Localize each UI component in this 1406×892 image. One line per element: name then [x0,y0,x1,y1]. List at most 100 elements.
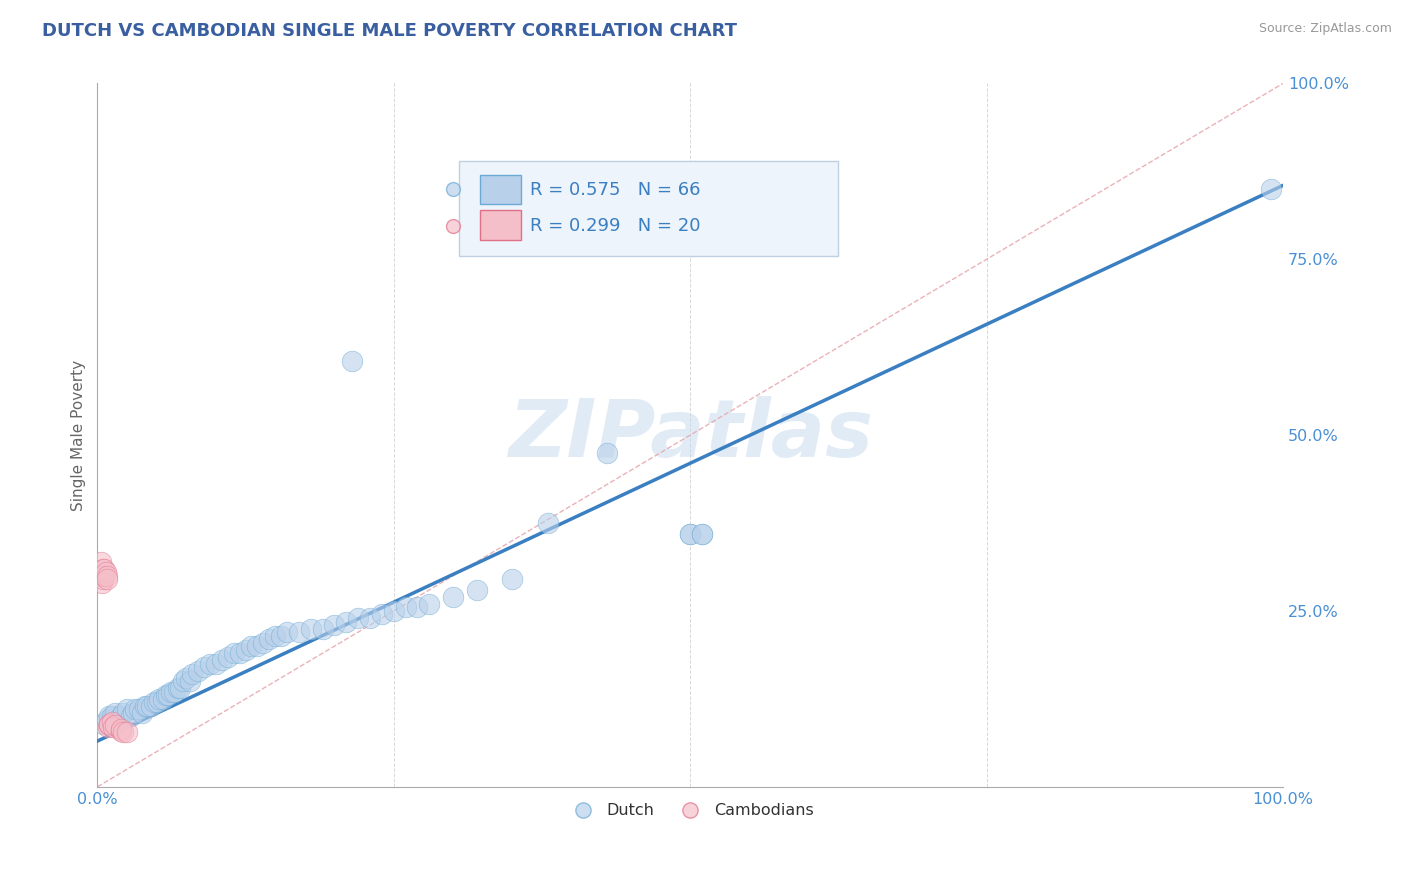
Point [323,618,346,632]
Point [98,716,121,731]
Point [139,698,162,713]
Point [240,639,263,653]
Point [264,629,287,643]
Point [93,569,115,583]
Point [91,562,114,576]
Point [205,657,228,671]
Point [252,635,274,649]
FancyBboxPatch shape [481,210,520,240]
Point [91,716,114,731]
Point [406,600,429,615]
Point [690,526,713,541]
Point [107,713,129,727]
FancyBboxPatch shape [481,175,520,204]
Point [441,590,464,604]
Point [299,622,322,636]
Point [124,702,146,716]
Point [136,698,159,713]
Point [98,709,121,723]
Point [101,720,124,734]
Text: Source: ZipAtlas.com: Source: ZipAtlas.com [1258,22,1392,36]
Point [288,625,311,640]
Point [193,660,215,674]
Point [276,625,298,640]
Point [110,722,132,736]
Point [359,611,381,625]
Point [235,642,257,657]
Point [181,667,204,681]
Point [110,723,132,738]
Point [148,692,170,706]
Point [97,720,120,734]
Point [157,689,180,703]
Y-axis label: Single Male Poverty: Single Male Poverty [72,359,86,511]
Text: ZIPatlas: ZIPatlas [508,396,873,475]
Point [93,562,115,576]
Point [347,611,370,625]
Text: DUTCH VS CAMBODIAN SINGLE MALE POVERTY CORRELATION CHART: DUTCH VS CAMBODIAN SINGLE MALE POVERTY C… [42,22,737,40]
Point [679,526,702,541]
Point [100,709,122,723]
Point [115,725,138,739]
Point [228,646,250,660]
Point [501,572,523,586]
FancyBboxPatch shape [458,161,838,256]
Text: R = 0.299   N = 20: R = 0.299 N = 20 [530,217,700,235]
Point [169,681,191,696]
Point [131,706,153,720]
Point [259,632,281,646]
Point [115,702,138,716]
Point [1260,182,1282,196]
Point [679,526,702,541]
Point [167,681,190,696]
Point [100,715,122,730]
Text: R = 0.575   N = 66: R = 0.575 N = 66 [530,181,700,199]
Point [394,600,416,615]
Point [222,646,245,660]
Point [91,575,114,590]
Point [172,674,194,689]
Point [163,685,186,699]
Point [311,622,333,636]
Point [270,629,292,643]
Point [179,674,201,689]
Point [246,639,269,653]
Point [143,695,166,709]
Point [128,702,150,716]
Point [371,607,394,622]
Point [145,695,167,709]
Point [90,569,112,583]
Point [122,706,145,720]
Point [465,582,488,597]
Point [418,597,440,611]
Point [187,664,209,678]
Point [152,692,174,706]
Point [110,709,132,723]
Point [134,698,156,713]
Point [335,615,357,629]
Point [104,706,127,720]
Point [112,725,135,739]
Point [174,671,197,685]
Point [690,526,713,541]
Point [155,689,177,703]
Legend: Dutch, Cambodians: Dutch, Cambodians [561,797,820,824]
Point [342,354,364,368]
Point [160,685,183,699]
Point [120,709,142,723]
Point [217,649,239,664]
Point [596,446,619,460]
Point [112,706,135,720]
Point [96,569,118,583]
Point [104,718,127,732]
Point [98,718,121,732]
Point [211,653,233,667]
Point [90,555,112,569]
Point [96,572,118,586]
Point [537,516,560,530]
Point [382,604,405,618]
Point [94,566,117,580]
Point [91,572,114,586]
Point [198,657,221,671]
Point [96,713,118,727]
